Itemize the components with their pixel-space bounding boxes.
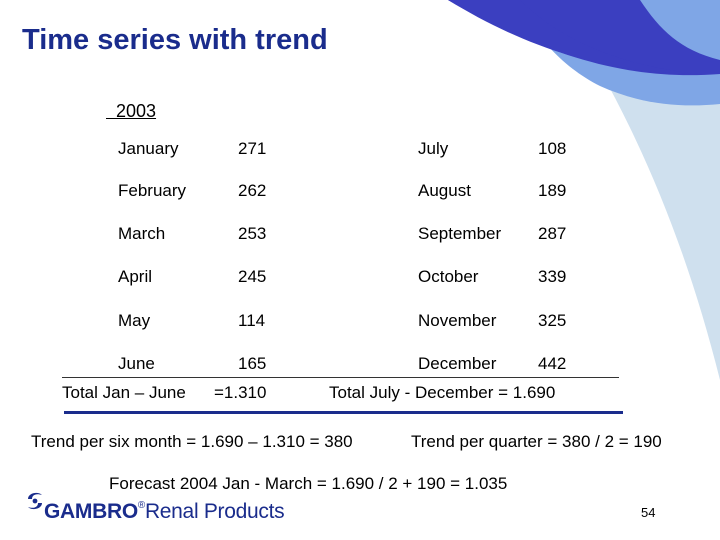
month-label: July	[418, 139, 449, 158]
month-value: 245	[238, 267, 267, 286]
year-heading: 2003	[106, 101, 157, 121]
month-label: August	[418, 181, 471, 200]
month-value: 189	[538, 181, 567, 200]
total-first-half-value: =1.310	[214, 383, 267, 402]
arc-light	[560, 0, 720, 330]
month-value: 253	[238, 224, 267, 243]
month-label: May	[118, 311, 151, 330]
divider-thin	[62, 377, 619, 378]
month-value: 325	[538, 311, 567, 330]
month-label: October	[418, 267, 479, 286]
logo-text: GAMBRO®Renal Products	[44, 500, 285, 524]
month-label: June	[118, 354, 155, 373]
logo-division: Renal Products	[144, 500, 285, 523]
month-value: 271	[238, 139, 267, 158]
month-label: November	[418, 311, 497, 330]
month-label: March	[118, 224, 166, 243]
total-first-half-label: Total Jan – June	[62, 383, 186, 402]
arc-dark	[448, 0, 720, 76]
divider-thick	[64, 411, 623, 414]
page-number: 54	[641, 505, 656, 520]
month-value: 339	[538, 267, 567, 286]
month-value: 165	[238, 354, 267, 373]
month-label: April	[118, 267, 153, 286]
trend-six-month: Trend per six month = 1.690 – 1.310 = 38…	[31, 432, 353, 451]
slide-title: Time series with trend	[22, 24, 328, 56]
month-label: December	[418, 354, 497, 373]
month-label: February	[118, 181, 187, 200]
month-value: 114	[238, 311, 266, 330]
gambro-swirl-icon	[28, 492, 42, 510]
logo-registered: ®	[137, 500, 145, 511]
month-value: 262	[238, 181, 267, 200]
month-value: 442	[538, 354, 567, 373]
company-logo: GAMBRO®Renal Products	[24, 490, 285, 526]
trend-quarter: Trend per quarter = 380 / 2 = 190	[411, 432, 662, 451]
logo-brand: GAMBRO	[44, 500, 138, 523]
month-label: September	[418, 224, 502, 243]
total-second-half: Total July - December = 1.690	[329, 383, 556, 402]
forecast-text: Forecast 2004 Jan - March = 1.690 / 2 + …	[109, 474, 508, 493]
month-value: 287	[538, 224, 567, 243]
arc-mid	[520, 0, 720, 106]
month-value: 108	[538, 139, 567, 158]
month-label: January	[118, 139, 179, 158]
